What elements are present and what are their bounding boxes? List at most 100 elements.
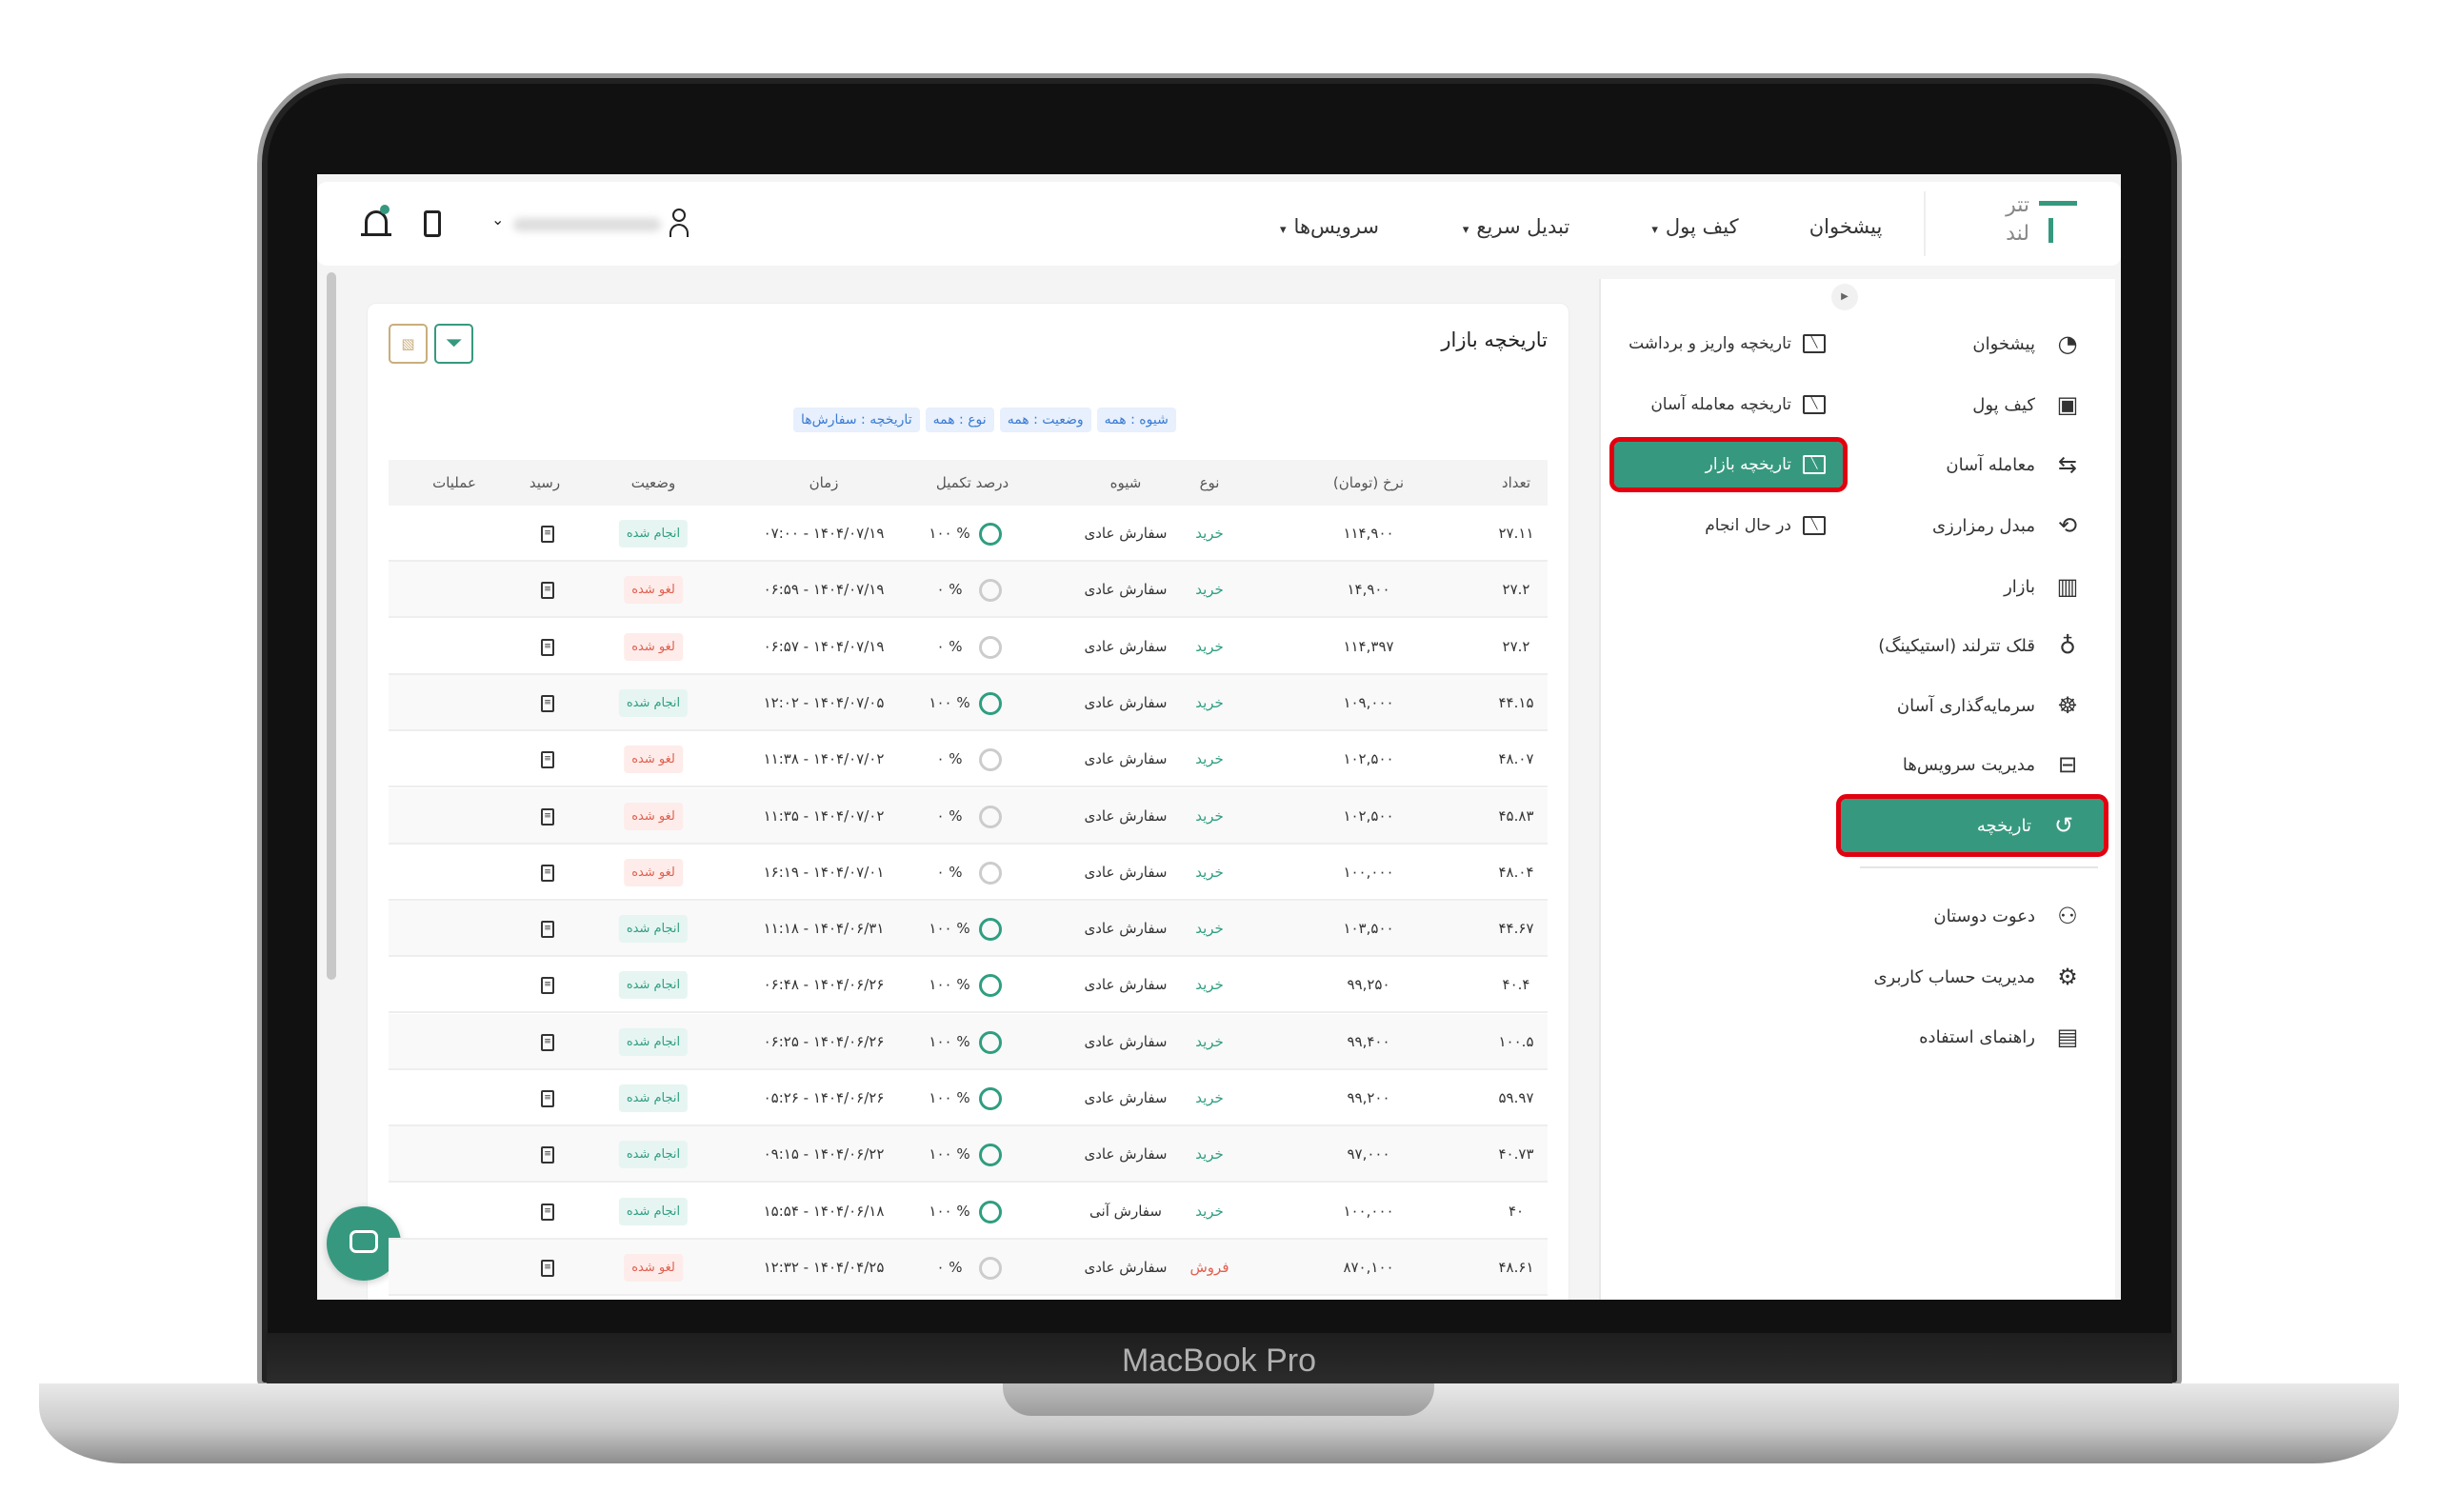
filter-chip-status[interactable]: وضعیت : همه	[999, 408, 1091, 432]
user-icon[interactable]	[669, 209, 689, 237]
receipt-icon[interactable]: ≡	[541, 977, 554, 995]
top-header: تتر لند پیشخوان کیف پول▾ تبدیل سریع▾ سرو…	[317, 182, 2121, 266]
rate-cell: ۹۷,۰۰۰	[1347, 1145, 1390, 1164]
submenu-item[interactable]: ╲ تاریخچه واریز و برداشت	[1614, 321, 1843, 367]
logo[interactable]: تتر لند	[1963, 193, 2096, 254]
sidebar-item[interactable]: ▣ کیف پول	[1845, 381, 2108, 428]
count-cell: ۴۴.۱۵	[1498, 693, 1534, 711]
table-row: ۴۰.۷۳ ۹۷,۰۰۰ خرید سفارش عادی ۱۰۰ % ۱۴۰۴/۰۶/۲۲…	[389, 1126, 1548, 1184]
filter-chip-type[interactable]: نوع : همه	[925, 408, 994, 432]
column-header: رسید	[529, 474, 561, 491]
type-cell: خرید	[1195, 1032, 1224, 1050]
percent-cell: ۱۰۰ %	[929, 525, 970, 542]
table-row: ۴۴.۶۷ ۱۰۳,۵۰۰ خرید سفارش عادی ۱۰۰ % ۱۴۰۴/۰۶/۳…	[389, 901, 1548, 958]
nav-quick-convert[interactable]: تبدیل سریع▾	[1462, 215, 1570, 238]
sidebar-item[interactable]: ⟲ مبدل رمزارزی	[1845, 502, 2108, 549]
screen: تتر لند پیشخوان کیف پول▾ تبدیل سریع▾ سرو…	[317, 174, 2121, 1300]
table-row: ۴۸.۰۷ ۱۰۲,۵۰۰ خرید سفارش عادی ۰ % ۱۴۰۴/۰۷/۰۲ …	[389, 731, 1548, 788]
receipt-icon[interactable]: ≡	[541, 1033, 554, 1051]
filter-chip-method[interactable]: شیوه : همه	[1096, 408, 1176, 432]
filter-button[interactable]: ⏷	[434, 324, 473, 364]
sidebar-item[interactable]: ⇆ معامله آسان	[1845, 441, 2108, 488]
receipt-icon[interactable]: ≡	[541, 694, 554, 712]
rate-cell: ۱۰۹,۰۰۰	[1343, 693, 1394, 711]
chevron-down-icon: ▾	[1280, 223, 1287, 237]
collapse-toggle[interactable]: ▶	[1831, 284, 1858, 310]
type-cell: خرید	[1195, 976, 1224, 994]
sidebar-item[interactable]: ▤ راهنمای استفاده	[1845, 1013, 2108, 1061]
status-badge: لغو شده	[624, 858, 683, 886]
submenu-item[interactable]: ╲ تاریخچه بازار	[1609, 437, 1848, 492]
username-blurred[interactable]	[513, 218, 661, 231]
nav-dashboard[interactable]: پیشخوان	[1809, 215, 1883, 238]
submenu-item-label: در حال انجام	[1705, 516, 1791, 535]
laptop-chin	[267, 1333, 2172, 1385]
count-cell: ۱۰۰.۵	[1498, 1032, 1534, 1050]
sidebar-item[interactable]: ⚙ مدیریت حساب کاربری	[1845, 953, 2108, 1001]
bell-icon[interactable]	[365, 210, 388, 233]
sidebar-item[interactable]: ↺ تاریخچه	[1836, 794, 2108, 857]
sidebar-item-label: معامله آسان	[1946, 454, 2035, 475]
status-badge: لغو شده	[624, 746, 683, 774]
sidebar-item-label: مبدل رمزارزی	[1931, 515, 2035, 536]
sidebar-item[interactable]: ♁ قلک تترلند (استیکینگ)	[1845, 622, 2108, 669]
sidebar-item[interactable]: ⚇ دعوت دوستان	[1845, 892, 2108, 940]
progress-ring	[979, 918, 1002, 942]
column-header: نوع	[1199, 474, 1220, 491]
count-cell: ۴۰.۷۳	[1498, 1145, 1534, 1164]
table-row: ۵۹.۹۷ ۹۹,۲۰۰ خرید سفارش عادی ۱۰۰ % ۱۴۰۴/۰۶/۲۶…	[389, 1070, 1548, 1126]
receipt-icon[interactable]: ≡	[541, 807, 554, 826]
submenu-item-label: تاریخچه بازار	[1705, 455, 1791, 474]
method-cell: سفارش عادی	[1084, 581, 1168, 599]
receipt-icon[interactable]: ≡	[541, 1203, 554, 1221]
receipt-icon[interactable]: ≡	[541, 526, 554, 543]
sidebar-item[interactable]: ◔ پیشخوان	[1845, 320, 2108, 368]
clock-icon: ╲	[1803, 516, 1826, 535]
receipt-icon[interactable]: ≡	[541, 638, 554, 656]
scrollbar[interactable]	[327, 272, 336, 980]
table-row: ۲۷.۱۱ ۱۱۴,۹۰۰ خرید سفارش عادی ۱۰۰ % ۱۴۰۴/۰۷/۱…	[389, 506, 1548, 562]
type-cell: خرید	[1195, 693, 1224, 711]
rate-cell: ۱۱۴,۹۰۰	[1343, 525, 1394, 542]
receipt-icon[interactable]: ≡	[541, 1146, 554, 1164]
sidebar-icon: ⚇	[2057, 903, 2078, 929]
sidebar-item[interactable]: ☸ سرمایه‌گذاری آسان	[1845, 682, 2108, 729]
percent-cell: ۱۰۰ %	[929, 1032, 970, 1050]
submenu-item[interactable]: ╲ تاریخچه معامله آسان	[1614, 382, 1843, 428]
receipt-icon[interactable]: ≡	[541, 751, 554, 769]
progress-ring	[979, 691, 1002, 715]
table-row: ۴۰.۴ ۹۹,۲۵۰ خرید سفارش عادی ۱۰۰ % ۱۴۰۴/۰۶/۲۶ …	[389, 957, 1548, 1014]
sidebar-icon: ▥	[2056, 573, 2079, 600]
chevron-down-icon[interactable]: ⌄	[491, 210, 505, 229]
excel-export-button[interactable]: ▧	[389, 324, 428, 364]
column-header: نرخ (تومان)	[1332, 474, 1405, 491]
mobile-icon[interactable]	[424, 210, 441, 237]
nav-services[interactable]: سرویس‌ها▾	[1280, 215, 1379, 238]
receipt-icon[interactable]: ≡	[541, 1259, 554, 1277]
progress-ring	[979, 635, 1002, 659]
chat-icon	[350, 1230, 378, 1253]
sidebar-item[interactable]: ⊟ مدیریت سرویس‌ها	[1845, 741, 2108, 788]
clock-icon: ╲	[1803, 455, 1826, 474]
rate-cell: ۱۰۲,۵۰۰	[1343, 806, 1394, 825]
type-cell: خرید	[1195, 806, 1224, 825]
method-cell: سفارش عادی	[1084, 976, 1168, 994]
percent-cell: ۰ %	[936, 750, 963, 768]
receipt-icon[interactable]: ≡	[541, 582, 554, 600]
chevron-down-icon: ▾	[1462, 223, 1469, 237]
type-cell: خرید	[1195, 920, 1224, 938]
receipt-icon[interactable]: ≡	[541, 864, 554, 882]
progress-ring	[979, 579, 1002, 603]
receipt-icon[interactable]: ≡	[541, 1090, 554, 1107]
time-cell: ۱۴۰۴/۰۶/۲۶ - ۰۵:۲۶	[763, 1089, 885, 1106]
count-cell: ۲۷.۲	[1502, 581, 1530, 599]
header-divider	[1924, 191, 1926, 256]
submenu-divider	[1599, 279, 1601, 1300]
nav-wallet[interactable]: کیف پول▾	[1651, 215, 1739, 238]
filter-chip-history[interactable]: تاریخچه : سفارش‌ها	[793, 408, 920, 432]
receipt-icon[interactable]: ≡	[541, 921, 554, 939]
count-cell: ۴۰.۴	[1502, 976, 1530, 994]
sidebar-item[interactable]: ▥ بازار	[1845, 563, 2108, 610]
submenu-item[interactable]: ╲ در حال انجام	[1614, 503, 1843, 548]
method-cell: سفارش عادی	[1084, 750, 1168, 768]
